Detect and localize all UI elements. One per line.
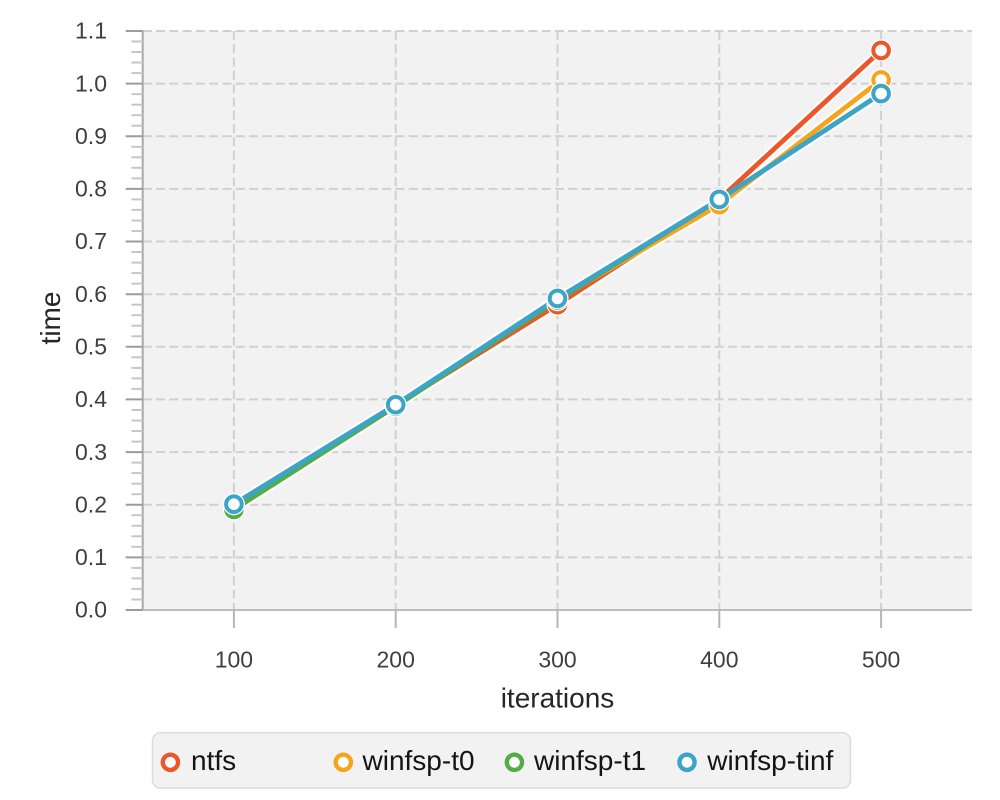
svg-text:1.0: 1.0 <box>75 70 107 96</box>
svg-text:0.8: 0.8 <box>75 176 107 202</box>
svg-text:100: 100 <box>215 647 253 673</box>
svg-text:winfsp-tinf: winfsp-tinf <box>706 745 833 776</box>
svg-text:0.4: 0.4 <box>75 386 107 412</box>
svg-text:0.5: 0.5 <box>75 334 107 360</box>
svg-text:winfsp-t0: winfsp-t0 <box>362 745 475 776</box>
svg-text:300: 300 <box>538 647 576 673</box>
svg-text:0.1: 0.1 <box>75 544 107 570</box>
svg-text:0.9: 0.9 <box>75 123 107 149</box>
svg-text:iterations: iterations <box>501 683 615 714</box>
svg-text:0.0: 0.0 <box>75 597 107 623</box>
svg-text:0.3: 0.3 <box>75 439 107 465</box>
svg-text:ntfs: ntfs <box>191 745 236 776</box>
svg-text:time: time <box>35 292 66 345</box>
svg-text:500: 500 <box>862 647 900 673</box>
svg-text:400: 400 <box>700 647 738 673</box>
svg-text:0.7: 0.7 <box>75 228 107 254</box>
svg-text:1.1: 1.1 <box>75 18 107 44</box>
svg-text:0.6: 0.6 <box>75 281 107 307</box>
svg-text:0.2: 0.2 <box>75 491 107 517</box>
svg-text:winfsp-t1: winfsp-t1 <box>533 745 646 776</box>
svg-text:200: 200 <box>377 647 415 673</box>
